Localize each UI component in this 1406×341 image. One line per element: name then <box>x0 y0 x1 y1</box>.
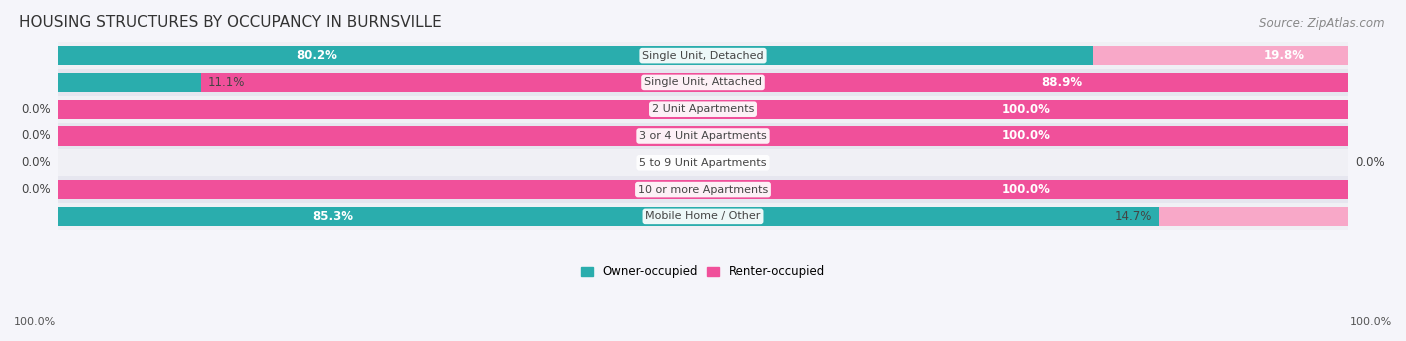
Text: 0.0%: 0.0% <box>21 103 51 116</box>
Text: 88.9%: 88.9% <box>1040 76 1083 89</box>
Text: 100.0%: 100.0% <box>1350 317 1392 327</box>
Text: 14.7%: 14.7% <box>1115 210 1152 223</box>
Bar <box>58 100 1348 119</box>
Text: 100.0%: 100.0% <box>1001 183 1050 196</box>
Bar <box>201 73 1348 92</box>
Text: 0.0%: 0.0% <box>21 183 51 196</box>
Text: Single Unit, Attached: Single Unit, Attached <box>644 77 762 87</box>
Text: 0.0%: 0.0% <box>21 156 51 169</box>
Text: 19.8%: 19.8% <box>1264 49 1305 62</box>
Text: 0.0%: 0.0% <box>1355 156 1385 169</box>
Bar <box>58 42 1348 69</box>
Bar <box>1092 46 1348 65</box>
Text: 100.0%: 100.0% <box>1001 103 1050 116</box>
Text: 11.1%: 11.1% <box>207 76 245 89</box>
Bar <box>58 207 1159 226</box>
Bar <box>58 176 1348 203</box>
Bar <box>58 203 1348 230</box>
Text: HOUSING STRUCTURES BY OCCUPANCY IN BURNSVILLE: HOUSING STRUCTURES BY OCCUPANCY IN BURNS… <box>18 15 441 30</box>
Bar <box>58 96 1348 123</box>
Legend: Owner-occupied, Renter-occupied: Owner-occupied, Renter-occupied <box>581 265 825 279</box>
Text: Source: ZipAtlas.com: Source: ZipAtlas.com <box>1260 17 1385 30</box>
Bar <box>58 73 201 92</box>
Text: Mobile Home / Other: Mobile Home / Other <box>645 211 761 221</box>
Text: 100.0%: 100.0% <box>14 317 56 327</box>
Text: 5 to 9 Unit Apartments: 5 to 9 Unit Apartments <box>640 158 766 168</box>
Bar <box>58 127 1348 146</box>
Text: 80.2%: 80.2% <box>297 49 337 62</box>
Bar <box>58 46 1092 65</box>
Text: 0.0%: 0.0% <box>21 130 51 143</box>
Text: Single Unit, Detached: Single Unit, Detached <box>643 50 763 61</box>
Bar <box>58 149 1348 176</box>
Bar <box>58 69 1348 96</box>
Text: 3 or 4 Unit Apartments: 3 or 4 Unit Apartments <box>640 131 766 141</box>
Bar <box>1159 207 1348 226</box>
Text: 2 Unit Apartments: 2 Unit Apartments <box>652 104 754 114</box>
Text: 10 or more Apartments: 10 or more Apartments <box>638 184 768 195</box>
Bar <box>58 180 1348 199</box>
Bar <box>58 123 1348 149</box>
Text: 100.0%: 100.0% <box>1001 130 1050 143</box>
Text: 85.3%: 85.3% <box>312 210 353 223</box>
